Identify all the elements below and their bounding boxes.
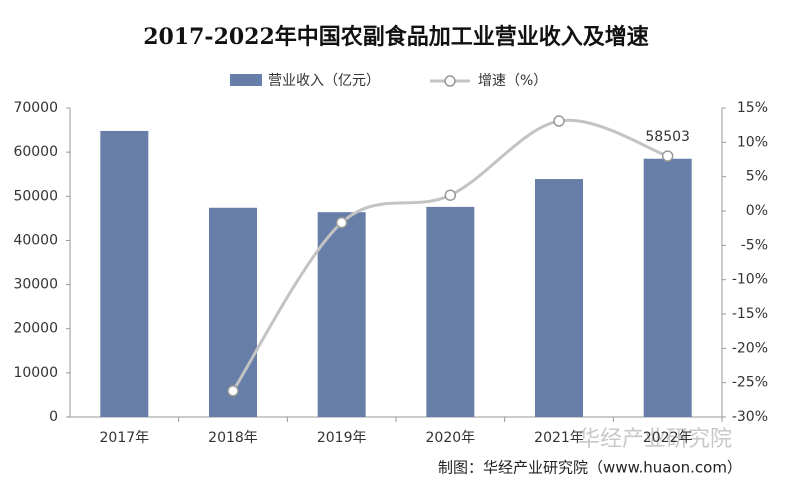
y-tick-label: 50000 bbox=[13, 188, 58, 204]
bar bbox=[317, 212, 366, 417]
chart-title: 2017-2022年中国农副食品加工业营业收入及增速 bbox=[143, 24, 649, 50]
legend-marker bbox=[444, 75, 456, 87]
bar bbox=[100, 130, 149, 417]
bar bbox=[209, 207, 257, 417]
marker bbox=[553, 115, 565, 127]
marker bbox=[227, 385, 239, 397]
legend-label: 增速（%） bbox=[478, 73, 547, 89]
y-tick-label: 10000 bbox=[13, 365, 58, 381]
x-tick-label: 2021年 bbox=[534, 430, 584, 446]
marker bbox=[335, 216, 348, 229]
legend-swatch bbox=[230, 74, 262, 86]
y2-tick-label: -15% bbox=[732, 306, 768, 322]
y2-tick-label: -25% bbox=[732, 375, 768, 391]
marker bbox=[661, 150, 674, 162]
x-tick-label: 2022年 bbox=[643, 430, 693, 446]
y-tick-label: 20000 bbox=[13, 321, 58, 337]
y2-tick-label: 5% bbox=[746, 169, 768, 185]
line bbox=[231, 118, 669, 392]
bar bbox=[643, 158, 692, 417]
y-tick-label: 60000 bbox=[13, 144, 58, 160]
data-label: 58503 bbox=[645, 129, 690, 145]
x-tick-label: 2019年 bbox=[317, 430, 367, 446]
source-note: 制图：华经产业研究院（www.huaon.com） bbox=[438, 459, 742, 477]
x-tick-label: 2018年 bbox=[208, 430, 258, 446]
marker bbox=[444, 189, 457, 201]
bar bbox=[426, 206, 475, 417]
y-tick-label: 30000 bbox=[13, 277, 58, 293]
x-tick-label: 2020年 bbox=[426, 430, 476, 446]
y2-tick-label: -5% bbox=[741, 237, 768, 253]
y-tick-label: 40000 bbox=[13, 232, 58, 248]
bar bbox=[535, 179, 583, 417]
y-tick-label: 70000 bbox=[13, 100, 58, 116]
y2-tick-label: 0% bbox=[746, 203, 768, 219]
y2-tick-label: -10% bbox=[732, 272, 768, 288]
watermark: 华经产业研究院 bbox=[578, 427, 732, 452]
y2-tick-label: 10% bbox=[737, 134, 768, 150]
y-tick-label: 0 bbox=[49, 409, 58, 425]
x-tick-label: 2017年 bbox=[100, 430, 150, 446]
y2-tick-label: -30% bbox=[732, 409, 768, 425]
y2-tick-label: 15% bbox=[737, 100, 768, 116]
legend-label: 营业收入（亿元） bbox=[268, 73, 380, 89]
y2-tick-label: -20% bbox=[732, 340, 768, 356]
